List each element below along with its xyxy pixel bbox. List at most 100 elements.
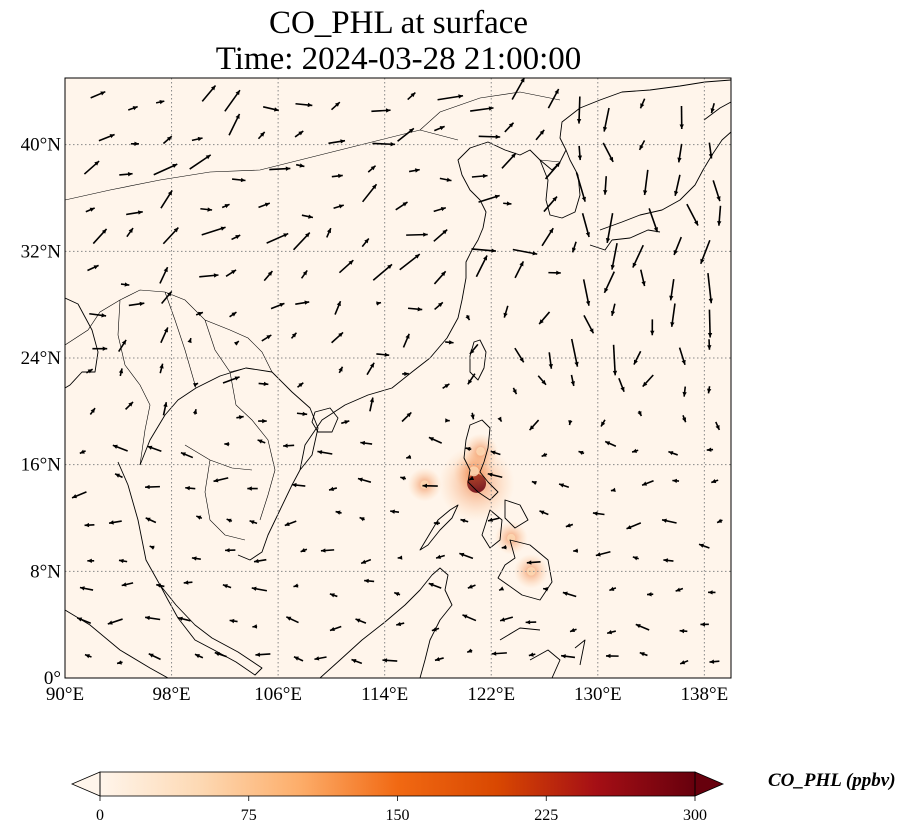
wind-arrow	[512, 387, 518, 395]
wind-arrow	[357, 477, 372, 483]
colorbar: 0 75 150 225 300	[70, 771, 725, 824]
wind-arrow	[193, 382, 199, 388]
wind-arrow	[428, 436, 443, 444]
wind-arrow	[369, 397, 375, 412]
wind-arrow	[716, 518, 723, 524]
wind-arrow	[247, 486, 258, 491]
wind-arrow	[117, 339, 127, 352]
wind-arrow	[355, 618, 367, 624]
wind-arrow	[296, 411, 308, 417]
wind-arrow	[539, 510, 549, 516]
wind-arrow	[249, 520, 258, 525]
wind-arrow	[565, 523, 574, 528]
wind-arrow	[707, 309, 713, 338]
wind-arrow	[581, 213, 590, 238]
wind-arrow	[295, 300, 310, 305]
wind-arrow	[560, 654, 576, 659]
wind-arrow	[263, 270, 274, 282]
wind-arrow	[407, 91, 416, 101]
wind-arrow	[531, 480, 537, 486]
wind-arrow	[674, 174, 681, 196]
wind-arrow	[231, 177, 246, 183]
co-plume-core	[476, 446, 486, 456]
co-plume-core	[420, 480, 429, 489]
wind-arrow	[162, 227, 179, 245]
wind-arrow	[269, 166, 291, 171]
wind-arrow	[537, 375, 547, 386]
wind-arrow	[541, 227, 554, 247]
wind-arrow	[329, 593, 338, 598]
wind-arrow	[153, 163, 178, 176]
wind-arrow	[433, 206, 447, 213]
borneo-coastline	[319, 567, 453, 678]
wind-arrow	[126, 210, 143, 216]
wind-arrow	[459, 552, 474, 560]
wind-arrow	[335, 510, 342, 515]
wind-arrow	[606, 630, 617, 635]
wind-arrow	[434, 657, 444, 662]
wind-arrow	[225, 269, 237, 277]
wind-arrow	[670, 303, 676, 327]
wind-arrow	[543, 587, 549, 592]
wind-arrow	[89, 407, 96, 416]
wind-arrow	[161, 291, 173, 305]
wind-arrow	[682, 414, 687, 423]
wind-arrow	[317, 450, 333, 455]
wind-arrow	[300, 269, 308, 279]
wind-arrow	[194, 653, 204, 659]
wind-arrow	[399, 253, 421, 271]
wind-arrow	[376, 352, 390, 357]
wind-arrow	[84, 522, 95, 528]
wind-arrow	[408, 168, 420, 173]
wind-arrow	[562, 591, 577, 598]
lon-tick-label: 114°E	[361, 684, 408, 705]
wind-arrow	[314, 656, 327, 661]
wind-arrow	[397, 555, 403, 560]
wind-arrow	[679, 106, 684, 129]
wind-arrow	[71, 491, 87, 499]
wind-arrow	[108, 520, 122, 525]
wind-arrow	[87, 264, 99, 272]
wind-arrow	[291, 482, 306, 488]
wind-arrow	[257, 131, 266, 140]
wind-arrow	[255, 652, 271, 657]
wind-arrow	[293, 583, 299, 588]
wind-arrow	[231, 234, 241, 241]
wind-arrow	[199, 273, 219, 278]
wind-arrow	[83, 160, 100, 175]
wind-arrow	[686, 203, 699, 226]
wind-arrow	[460, 518, 469, 523]
wind-arrow	[372, 142, 396, 147]
wind-arrow	[382, 658, 398, 663]
wind-arrow	[98, 133, 115, 142]
wind-arrow	[130, 141, 139, 146]
border-lines	[65, 91, 561, 541]
wind-arrow	[402, 371, 409, 377]
wind-arrow	[478, 134, 501, 140]
colorbar-ticks: 0 75 150 225 300	[96, 796, 707, 824]
wind-arrow	[618, 377, 625, 393]
lat-tick-label: 24°N	[21, 348, 62, 369]
wind-arrow	[706, 447, 714, 452]
wind-arrow	[226, 518, 233, 523]
wind-arrow	[609, 586, 617, 592]
wind-arrow	[626, 522, 642, 530]
wind-arrow	[371, 108, 391, 113]
wind-arrow	[258, 418, 267, 424]
wind-arrow	[367, 165, 377, 173]
wind-arrow	[558, 483, 570, 488]
wind-arrow	[222, 376, 240, 384]
colorbar-tick-label: 75	[241, 807, 257, 824]
wind-arrow	[214, 651, 227, 658]
wind-arrow	[233, 340, 240, 346]
wind-arrow	[478, 194, 500, 203]
wind-arrow	[145, 615, 161, 621]
japan-coastline	[589, 101, 731, 251]
wind-arrow	[526, 560, 541, 565]
lon-tick-label: 98°E	[152, 684, 190, 705]
wind-arrow	[262, 106, 280, 112]
wind-arrow	[301, 214, 314, 219]
wind-arrow	[162, 135, 173, 145]
wind-arrow	[433, 270, 447, 285]
wind-arrow	[149, 545, 155, 550]
